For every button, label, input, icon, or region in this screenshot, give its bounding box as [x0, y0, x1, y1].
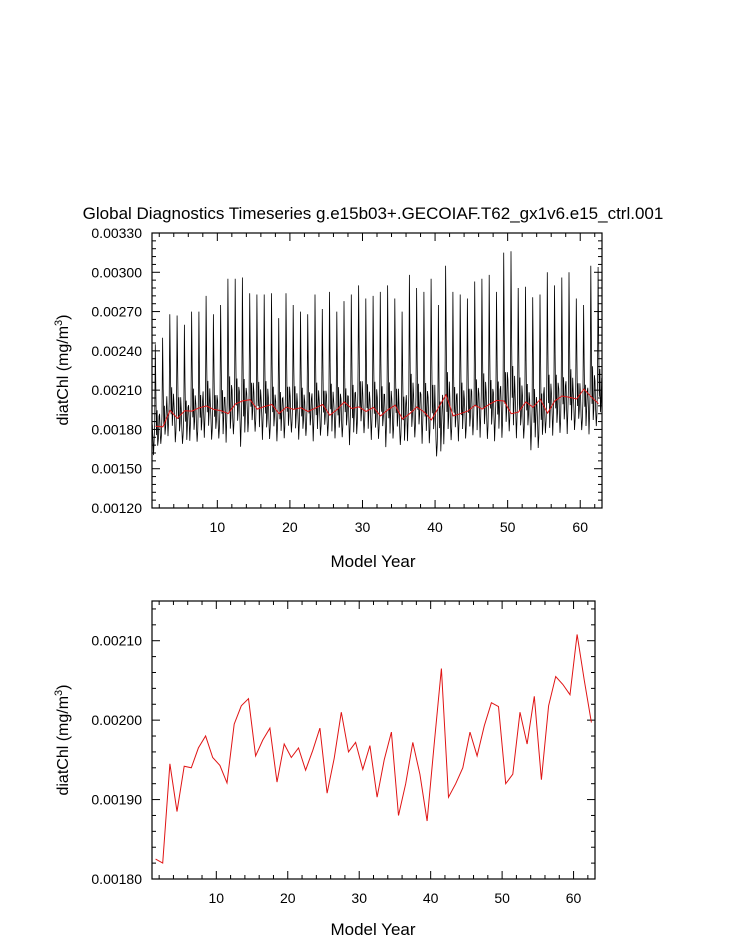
- bottom-y-tick-label: 0.00180: [91, 871, 142, 887]
- top-x-tick-label: 10: [210, 519, 226, 535]
- bottom-y-tick-labels: 0.00180 0.00190 0.00200 0.00210: [91, 633, 142, 887]
- bottom-y-axis-label-main: diatChl (mg/m: [55, 696, 72, 796]
- chart-bottom: 0.00180 0.00190 0.00200 0.00210 10 20 30 40 50 6…: [53, 600, 596, 939]
- top-x-tick-label: 40: [427, 519, 443, 535]
- top-x-tick-labels: 10 20 30 40 50 60: [210, 519, 589, 535]
- top-y-tick-label: 0.00150: [91, 461, 142, 477]
- top-plot-frame: [151, 232, 603, 509]
- bottom-x-tick-label: 50: [494, 890, 510, 906]
- top-x-tick-label: 50: [500, 519, 516, 535]
- top-y-tick-label: 0.00240: [91, 343, 142, 359]
- bottom-y-tick-label: 0.00210: [91, 633, 142, 649]
- bottom-x-tick-label: 10: [209, 890, 225, 906]
- top-axis-ticks: [152, 232, 602, 509]
- top-y-tick-label: 0.00330: [91, 225, 142, 241]
- top-y-axis-label-main: diatChl (mg/m: [55, 326, 72, 426]
- top-y-tick-label: 0.00120: [91, 500, 142, 516]
- bottom-axis-ticks: [152, 601, 595, 880]
- top-x-tick-label: 30: [355, 519, 371, 535]
- bottom-y-tick-label: 0.00190: [91, 792, 142, 808]
- bottom-x-tick-label: 20: [280, 890, 296, 906]
- top-annual-series-line: [155, 388, 599, 428]
- top-y-tick-label: 0.00210: [91, 382, 142, 398]
- top-monthly-series-line: [151, 251, 603, 457]
- top-y-axis-label-close: ): [55, 314, 72, 319]
- bottom-y-tick-label: 0.00200: [91, 712, 142, 728]
- bottom-x-tick-label: 60: [566, 890, 582, 906]
- bottom-plot-frame: [151, 600, 596, 880]
- bottom-x-axis-label: Model Year: [330, 920, 415, 939]
- bottom-y-axis-label-close: ): [55, 684, 72, 689]
- top-y-tick-labels: 0.00120 0.00150 0.00180 0.00210 0.00240 0.002…: [91, 225, 142, 516]
- top-y-axis-label-sup: 3: [53, 320, 65, 326]
- chart-top: 0.00120 0.00150 0.00180 0.00210 0.00240 0.002…: [53, 225, 603, 571]
- bottom-y-axis-label-sup: 3: [53, 690, 65, 696]
- bottom-annual-series-line: [155, 634, 592, 864]
- top-y-tick-label: 0.00180: [91, 421, 142, 437]
- top-x-axis-label: Model Year: [330, 552, 415, 571]
- top-y-tick-label: 0.00300: [91, 264, 142, 280]
- bottom-x-tick-label: 40: [423, 890, 439, 906]
- chart-title: Global Diagnostics Timeseries g.e15b03+.…: [83, 204, 664, 223]
- top-x-tick-label: 20: [282, 519, 298, 535]
- bottom-x-tick-labels: 10 20 30 40 50 60: [209, 890, 582, 906]
- bottom-x-tick-label: 30: [351, 890, 367, 906]
- top-x-tick-label: 60: [572, 519, 588, 535]
- bottom-y-axis-label: diatChl (mg/m3): [53, 684, 72, 795]
- top-y-axis-label: diatChl (mg/m3): [53, 314, 72, 425]
- top-y-tick-label: 0.00270: [91, 304, 142, 320]
